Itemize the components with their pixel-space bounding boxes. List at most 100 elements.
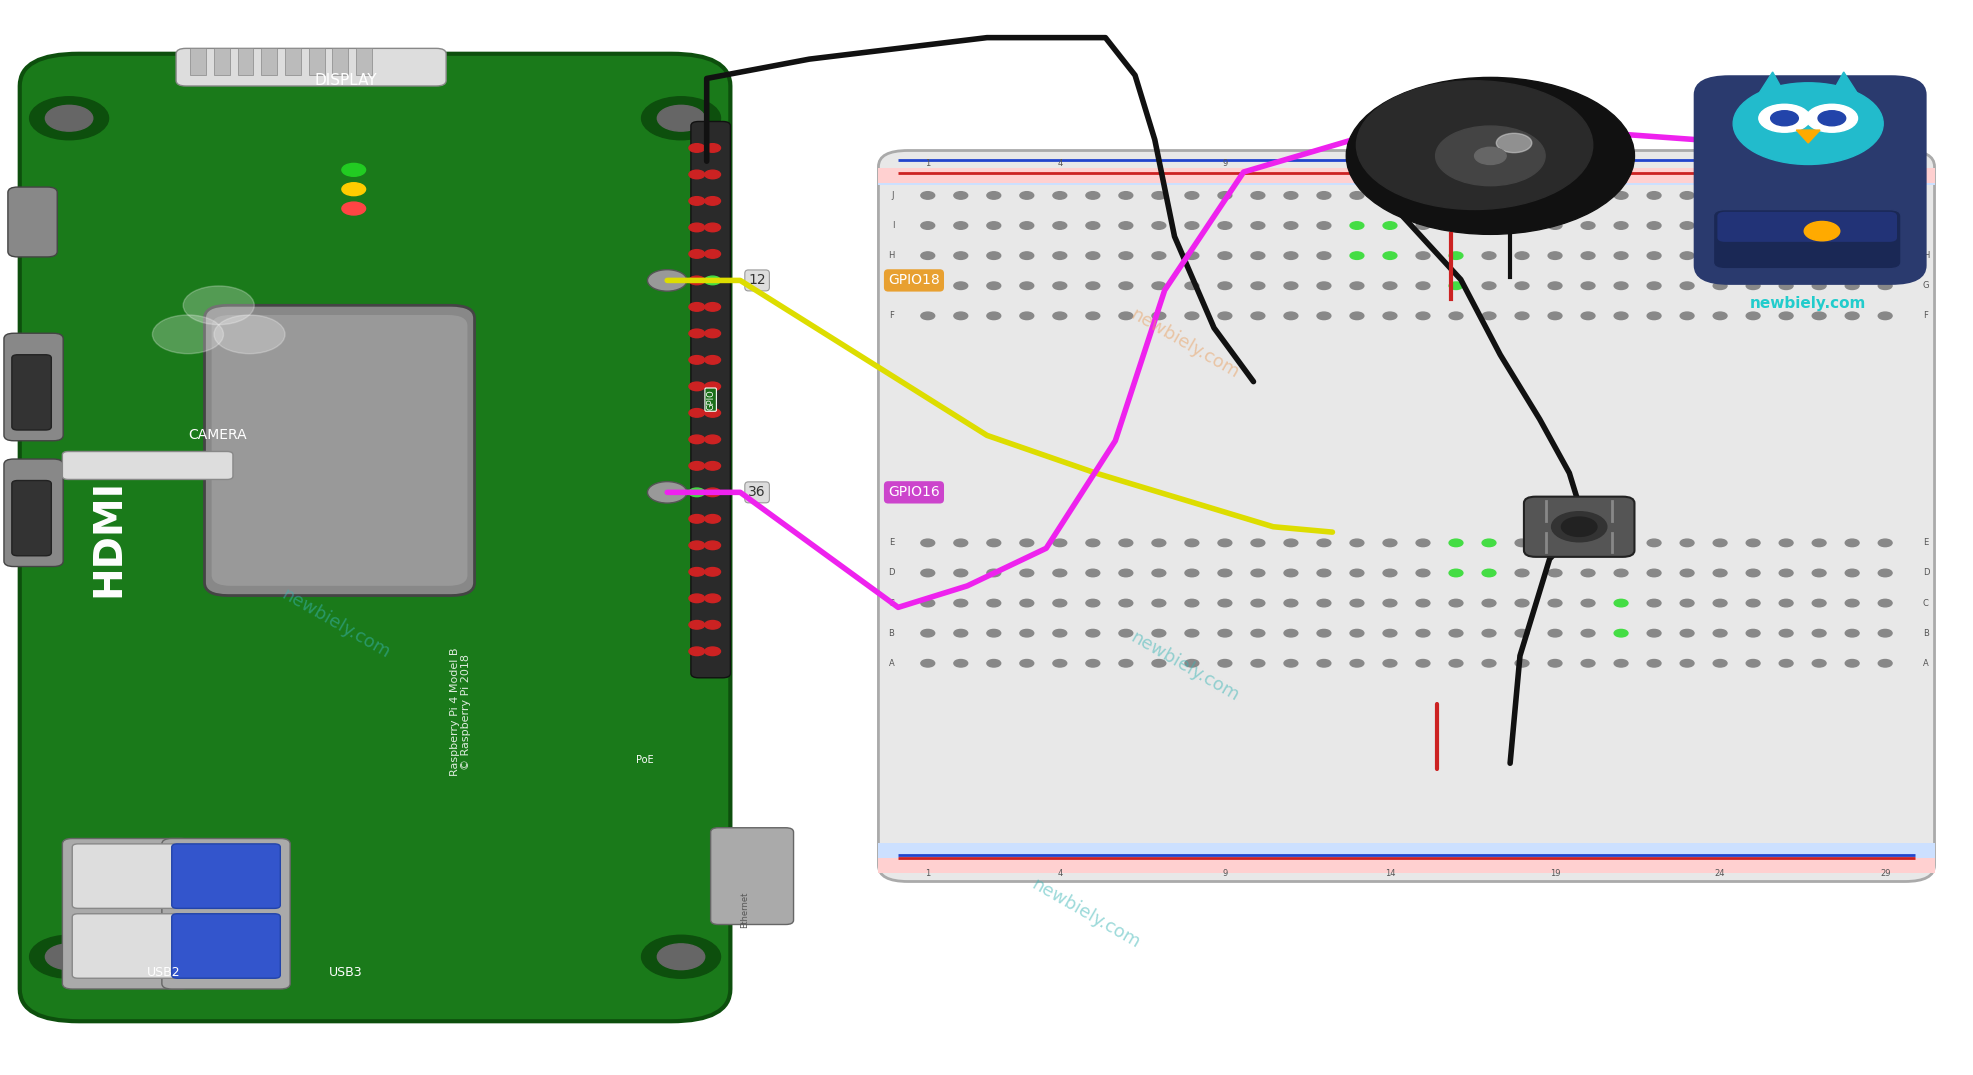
Circle shape (689, 382, 704, 390)
Text: HDMI: HDMI (89, 478, 128, 597)
Circle shape (704, 620, 720, 629)
Circle shape (1152, 282, 1166, 289)
Text: C: C (888, 599, 894, 607)
Circle shape (1217, 252, 1231, 259)
Circle shape (1614, 221, 1628, 229)
Circle shape (1515, 600, 1529, 606)
Circle shape (1614, 191, 1628, 199)
Text: newbiely.com: newbiely.com (1127, 305, 1241, 383)
Circle shape (689, 329, 704, 338)
Circle shape (1052, 252, 1065, 259)
Circle shape (1778, 600, 1791, 606)
FancyBboxPatch shape (1717, 212, 1896, 242)
Circle shape (1052, 191, 1065, 199)
Circle shape (341, 163, 365, 176)
Circle shape (1482, 570, 1496, 576)
Circle shape (919, 659, 935, 666)
Circle shape (1803, 221, 1839, 241)
FancyBboxPatch shape (176, 48, 446, 86)
Circle shape (1547, 191, 1561, 199)
Circle shape (1645, 629, 1659, 636)
Circle shape (689, 461, 704, 470)
Circle shape (1251, 191, 1265, 199)
Circle shape (689, 170, 704, 178)
Circle shape (1251, 312, 1265, 319)
FancyBboxPatch shape (12, 481, 51, 556)
Circle shape (1746, 629, 1760, 636)
Circle shape (1580, 539, 1594, 546)
Circle shape (1316, 282, 1330, 289)
Circle shape (1547, 252, 1561, 259)
Bar (878, 843, 1934, 858)
Circle shape (953, 252, 967, 259)
Circle shape (704, 647, 720, 656)
Circle shape (1876, 252, 1890, 259)
Circle shape (1350, 221, 1363, 229)
Circle shape (1052, 629, 1065, 636)
Circle shape (1679, 629, 1693, 636)
Circle shape (1713, 629, 1726, 636)
Circle shape (986, 539, 1000, 546)
Circle shape (704, 461, 720, 470)
Circle shape (986, 191, 1000, 199)
Circle shape (1746, 600, 1760, 606)
FancyBboxPatch shape (710, 828, 793, 924)
Circle shape (657, 944, 704, 970)
Circle shape (1845, 659, 1859, 666)
Circle shape (1746, 252, 1760, 259)
Bar (189, 48, 205, 75)
Circle shape (1346, 77, 1634, 234)
Circle shape (1645, 221, 1659, 229)
Circle shape (704, 594, 720, 603)
Circle shape (1876, 312, 1890, 319)
Text: 24: 24 (1715, 870, 1724, 878)
Circle shape (1645, 312, 1659, 319)
Bar (213, 48, 229, 75)
Circle shape (1184, 312, 1198, 319)
Circle shape (1052, 312, 1065, 319)
FancyBboxPatch shape (63, 452, 233, 479)
Circle shape (689, 197, 704, 205)
Bar (237, 48, 253, 75)
FancyBboxPatch shape (1693, 75, 1926, 285)
Circle shape (704, 515, 720, 524)
Circle shape (704, 170, 720, 178)
Circle shape (1217, 191, 1231, 199)
Circle shape (1845, 221, 1859, 229)
Text: 4: 4 (1058, 159, 1061, 168)
Circle shape (1515, 282, 1529, 289)
Circle shape (1383, 252, 1397, 259)
Circle shape (1482, 629, 1496, 636)
FancyBboxPatch shape (211, 315, 468, 586)
Circle shape (1282, 191, 1296, 199)
Circle shape (1282, 221, 1296, 229)
Circle shape (689, 515, 704, 524)
Circle shape (919, 600, 935, 606)
Circle shape (1679, 282, 1693, 289)
Circle shape (1217, 659, 1231, 666)
Circle shape (1746, 282, 1760, 289)
Circle shape (919, 191, 935, 199)
Circle shape (1515, 221, 1529, 229)
Circle shape (1020, 570, 1034, 576)
Circle shape (1561, 517, 1596, 536)
Circle shape (1251, 221, 1265, 229)
Circle shape (1350, 600, 1363, 606)
Circle shape (953, 659, 967, 666)
Circle shape (1316, 252, 1330, 259)
Circle shape (1679, 539, 1693, 546)
Circle shape (1052, 221, 1065, 229)
Circle shape (1316, 191, 1330, 199)
FancyBboxPatch shape (162, 838, 290, 989)
Circle shape (1415, 252, 1428, 259)
Text: E: E (1922, 539, 1928, 547)
Text: B: B (1922, 629, 1928, 637)
Circle shape (1547, 221, 1561, 229)
Circle shape (1383, 570, 1397, 576)
Circle shape (1876, 570, 1890, 576)
Circle shape (689, 435, 704, 444)
Circle shape (1614, 312, 1628, 319)
Text: 19: 19 (1549, 870, 1559, 878)
Text: USB2: USB2 (146, 966, 182, 979)
Circle shape (1482, 539, 1496, 546)
